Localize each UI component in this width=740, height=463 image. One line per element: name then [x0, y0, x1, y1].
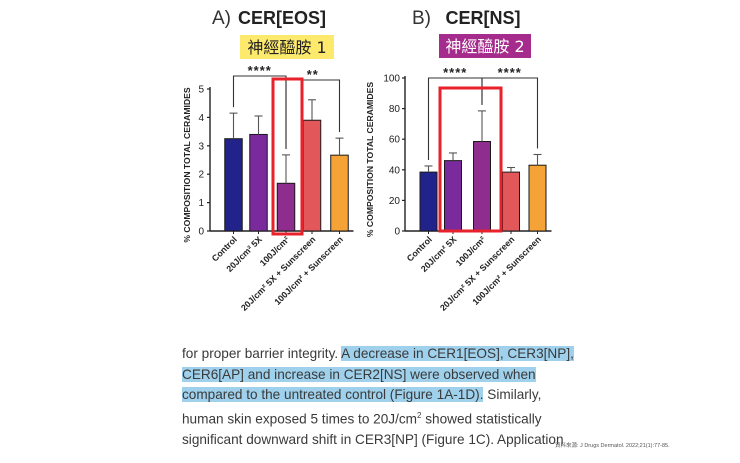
annotation-background [240, 35, 334, 59]
chart-title: CER[EOS] [238, 8, 326, 28]
chart-title: CER[NS] [446, 8, 521, 28]
bar-1 [444, 160, 462, 232]
highlighted-text-1: A decrease in CER1[EOS], CER3[NP], [341, 346, 574, 361]
paragraph-text-2: Similarly, [483, 387, 542, 402]
y-tick-label: 2 [198, 170, 204, 181]
significance-bracket [285, 79, 341, 149]
y-tick-label: 80 [389, 104, 401, 115]
chart-panel-a: A) CER[EOS] 神經醯胺 1 0 1 2 3 4 5 % COMPOSITION TOTA… [182, 8, 354, 313]
annotation-label: 神經醯胺 2 [445, 37, 524, 56]
y-tick-label: 0 [198, 227, 204, 238]
significance-bracket [481, 77, 539, 149]
paragraph-text-4: showed statistically [421, 411, 542, 427]
significance-label: **** [443, 65, 467, 80]
paragraph-text-5: significant downward shift in CER3[NP] (… [182, 431, 564, 447]
significance-label: **** [498, 65, 522, 80]
y-tick-label: 5 [198, 85, 204, 96]
paragraph-text-1: for proper barrier integrity. [182, 346, 342, 361]
bar-4 [528, 164, 547, 232]
bar-2 [276, 182, 296, 232]
y-tick-label: 0 [394, 227, 400, 238]
y-tick-label: 40 [389, 165, 401, 176]
annotation-label: 神經醯胺 1 [247, 38, 326, 57]
y-tick-label: 3 [198, 141, 204, 152]
panel-letter: B) [412, 8, 431, 29]
y-tick-label: 1 [198, 198, 204, 209]
significance-label: **** [248, 63, 272, 78]
highlighted-text-2: CER6[AP] and increase in CER2[NS] were o… [182, 366, 536, 382]
bar-3 [302, 119, 322, 232]
panel-letter: A) [212, 8, 231, 29]
bar-2 [473, 140, 491, 232]
highlighted-text-3: compared to the untreated control (Figur… [182, 387, 484, 402]
superscript: 2 [416, 410, 422, 420]
bar-4 [330, 154, 349, 232]
y-tick-label: 4 [198, 113, 204, 124]
highlight-box [438, 86, 503, 233]
bar-0 [419, 171, 438, 232]
bar-3 [502, 171, 520, 232]
chart-panel-b: B) CER[NS] 神經醯胺 2 0 20 40 60 80 100 % COMPOSITION… [365, 8, 552, 313]
y-tick-label: 60 [389, 135, 401, 146]
annotation-background [439, 34, 531, 58]
y-axis-label: % COMPOSITION TOTAL CERAMIDES [182, 87, 192, 242]
paragraph-text-3: human skin exposed 5 times to 20J/cm [182, 411, 417, 427]
y-axis-label: % COMPOSITION TOTAL CERAMIDES [365, 82, 375, 237]
article-paragraph: for proper barrier integrity. A decrease… [182, 344, 577, 450]
bar-1 [249, 133, 268, 232]
y-tick-label: 20 [389, 196, 401, 207]
significance-label: ** [307, 67, 319, 82]
y-tick-label: 100 [383, 74, 400, 85]
highlight-box [271, 77, 304, 236]
bar-0 [224, 138, 243, 232]
source-citation: 資料來源: J Drugs Dermatol. 2022;21(1):77-85… [555, 443, 670, 449]
